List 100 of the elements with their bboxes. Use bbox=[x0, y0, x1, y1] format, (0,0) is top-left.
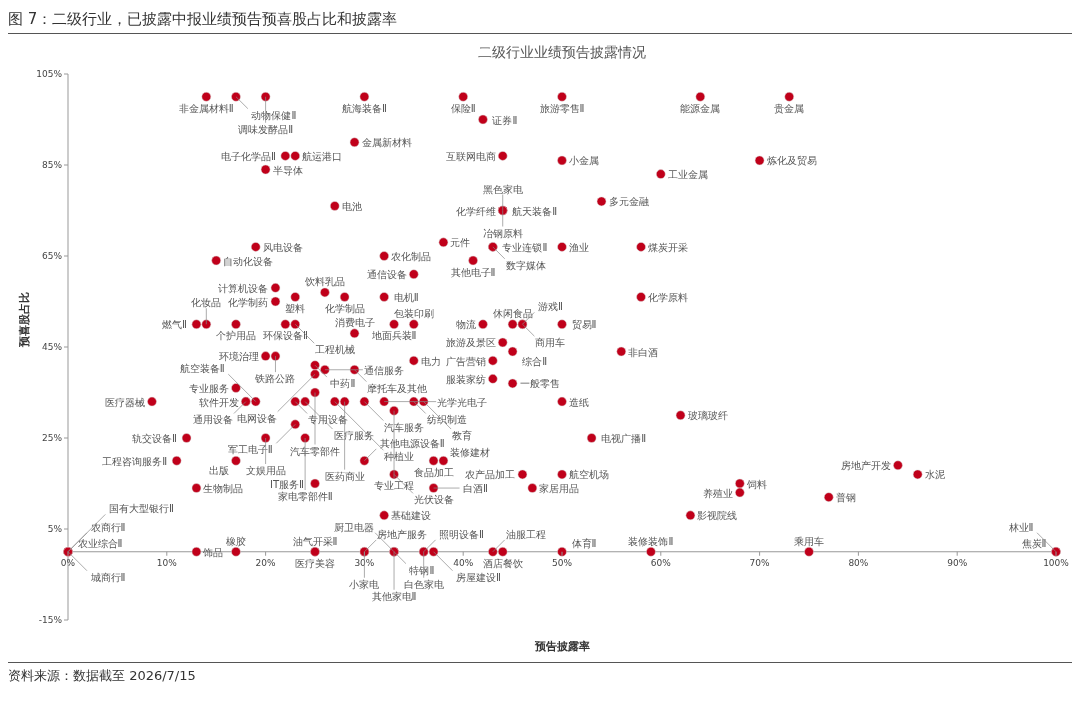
annotation: 白酒Ⅱ bbox=[463, 483, 489, 495]
annotation: 煤炭开采 bbox=[648, 241, 689, 253]
annotation: 工程咨询服务Ⅱ bbox=[102, 455, 168, 467]
annotation: 化学原料 bbox=[648, 291, 689, 303]
annotation: 航天装备Ⅱ bbox=[512, 205, 558, 217]
annotation: 个护用品 bbox=[215, 330, 256, 342]
annotation: 非金属材料Ⅱ bbox=[178, 102, 234, 114]
annotation: 橡胶 bbox=[225, 535, 246, 547]
annotation: 工程机械 bbox=[315, 344, 356, 356]
annotation: 饮料乳品 bbox=[303, 276, 345, 288]
annotation: 冶钢原料 bbox=[482, 227, 523, 239]
annotation: 多元金融 bbox=[608, 196, 649, 208]
annotation: 地面兵装Ⅱ bbox=[370, 330, 417, 342]
annotation: 种植业 bbox=[384, 451, 415, 463]
x-tick-label: 0% bbox=[60, 557, 76, 568]
x-tick-label: 100% bbox=[1043, 557, 1070, 568]
annotation: 专业工程 bbox=[374, 479, 415, 491]
annotation: 黑色家电 bbox=[482, 183, 523, 195]
annotation: 农化制品 bbox=[391, 251, 432, 262]
annotation: 家居用品 bbox=[539, 483, 580, 495]
chart-subtitle: 二级行业业绩预告披露情况 bbox=[477, 44, 647, 62]
annotation: 元件 bbox=[450, 237, 471, 249]
annotation: 农业综合Ⅱ bbox=[77, 537, 123, 549]
y-tick-label: 65% bbox=[41, 251, 63, 262]
annotation: 环境治理 bbox=[218, 351, 259, 363]
x-tick-label: 40% bbox=[453, 557, 474, 568]
annotation: 休闲食品 bbox=[492, 308, 533, 320]
x-tick-label: 90% bbox=[947, 557, 968, 568]
annotation: 通用设备 bbox=[192, 414, 233, 426]
annotation: 其他电源设备Ⅱ bbox=[379, 437, 445, 449]
annotation: 通信服务 bbox=[363, 364, 404, 376]
annotation: 医药商业 bbox=[324, 470, 365, 482]
x-tick-label: 50% bbox=[551, 557, 573, 568]
annotation: 数字媒体 bbox=[505, 259, 546, 271]
annotation: 照明设备Ⅱ bbox=[439, 528, 485, 540]
annotation: 体育Ⅱ bbox=[571, 537, 597, 549]
annotation: 房屋建设Ⅱ bbox=[456, 571, 501, 583]
annotation: 铁路公路 bbox=[254, 373, 296, 385]
x-tick-label: 20% bbox=[255, 557, 277, 568]
x-tick-label: 10% bbox=[156, 557, 178, 568]
x-tick-label: 30% bbox=[354, 557, 375, 568]
annotation: 养殖业 bbox=[702, 487, 733, 499]
annotation: 油服工程 bbox=[505, 528, 546, 540]
annotation: 炼化及贸易 bbox=[766, 155, 817, 167]
annotation: 航海装备Ⅱ bbox=[341, 102, 387, 114]
annotation: 化学制药 bbox=[228, 296, 269, 308]
annotation: 装修装饰Ⅱ bbox=[628, 535, 674, 547]
annotation: 影视院线 bbox=[697, 510, 738, 522]
annotation: 工业金属 bbox=[667, 169, 708, 181]
annotation: 房地产开发 bbox=[840, 460, 891, 472]
annotation: 专业连锁Ⅱ bbox=[502, 241, 548, 253]
annotation: 商用车 bbox=[535, 337, 566, 349]
annotation: 调味发酵品Ⅱ bbox=[238, 123, 294, 135]
y-tick-label: 5% bbox=[47, 524, 63, 535]
annotation: 林业Ⅱ bbox=[1007, 521, 1034, 533]
annotation: 城商行Ⅱ bbox=[89, 571, 126, 583]
annotation: 房地产服务 bbox=[377, 528, 428, 540]
annotation: 厨卫电器 bbox=[334, 521, 375, 533]
annotation: 能源金属 bbox=[680, 102, 721, 114]
annotation: 旅游及景区 bbox=[445, 337, 496, 349]
annotation: 综合Ⅱ bbox=[522, 355, 548, 367]
annotation: 一般零售 bbox=[519, 378, 560, 390]
annotation: 渔业 bbox=[569, 241, 589, 253]
x-tick-label: 80% bbox=[848, 557, 869, 568]
y-tick-label: 105% bbox=[36, 69, 63, 80]
annotation: 小金属 bbox=[569, 155, 599, 167]
annotation: 水泥 bbox=[924, 469, 945, 481]
annotation: 电子化学品Ⅱ bbox=[220, 150, 276, 162]
y-tick-label: 25% bbox=[41, 433, 63, 444]
annotation: 家电零部件Ⅱ bbox=[277, 491, 333, 502]
annotation: 汽车服务 bbox=[384, 421, 425, 433]
text: 资料来源：数据截至 2026/7/15 bbox=[8, 667, 197, 685]
annotation: 燃气Ⅱ bbox=[161, 319, 187, 331]
annotation: 动物保健Ⅱ bbox=[251, 109, 297, 121]
y-tick-label: 45% bbox=[41, 342, 63, 353]
annotation: 轨交设备Ⅱ bbox=[132, 433, 178, 444]
annotation: 环保设备Ⅱ bbox=[262, 330, 308, 342]
annotation: 航运港口 bbox=[302, 150, 343, 162]
annotation: 贸易Ⅱ bbox=[571, 319, 597, 331]
annotation: 电视广播Ⅱ bbox=[601, 433, 647, 444]
annotation: 造纸 bbox=[569, 396, 589, 408]
annotation: 电池 bbox=[341, 200, 362, 212]
annotation: 软件开发 bbox=[198, 396, 239, 408]
annotation: 半导体 bbox=[272, 164, 303, 176]
annotation: 风电设备 bbox=[262, 241, 303, 253]
annotation: 军工电子Ⅱ bbox=[227, 444, 273, 456]
annotation: 中药Ⅱ bbox=[330, 378, 356, 390]
annotation: 塑料 bbox=[285, 302, 306, 314]
annotation: 包装印刷 bbox=[393, 308, 434, 320]
annotation: 消费电子 bbox=[334, 317, 375, 329]
annotation: 饲料 bbox=[745, 478, 767, 490]
annotation: 航空机场 bbox=[569, 469, 609, 481]
annotation: 医疗器械 bbox=[104, 396, 145, 408]
annotation: 乘用车 bbox=[794, 535, 824, 547]
annotation: 专业服务 bbox=[188, 382, 229, 394]
annotation: 特钢Ⅱ bbox=[409, 564, 435, 576]
x-tick-label: 60% bbox=[650, 557, 672, 568]
annotation: 自动化设备 bbox=[223, 255, 274, 267]
annotation: 电网设备 bbox=[236, 412, 277, 424]
annotation: 摩托车及其他 bbox=[367, 382, 428, 394]
